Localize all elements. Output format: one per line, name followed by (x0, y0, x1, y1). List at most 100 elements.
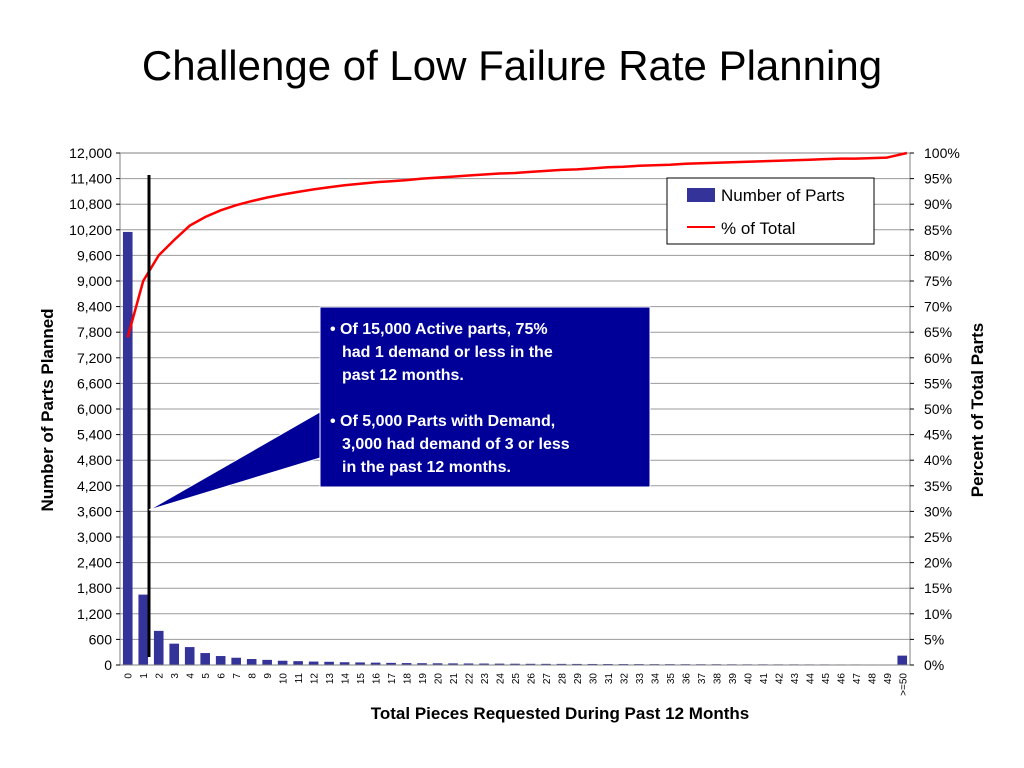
y2-tick-label: 60% (924, 350, 952, 366)
x-tick-label: 22 (465, 673, 476, 685)
callout-text: • Of 15,000 Active parts, 75% had 1 deman… (330, 321, 570, 476)
bar-23 (479, 663, 489, 665)
x-tick-label: 38 (712, 673, 723, 685)
callout-line: in the past 12 months. (342, 459, 511, 476)
callout-line: past 12 months. (342, 367, 464, 384)
y2-tick-label: 95% (924, 171, 952, 187)
y2-tick-label: 65% (924, 324, 952, 340)
bar-22 (463, 663, 474, 665)
x-tick-label: 32 (619, 673, 630, 685)
bar-9 (262, 659, 272, 665)
x-tick-label: 13 (325, 673, 336, 685)
y2-tick-label: 80% (924, 247, 952, 263)
callout-line: • Of 5,000 Parts with Demand, (330, 413, 555, 430)
y-tick-label: 6,600 (77, 375, 112, 391)
y-tick-label: 600 (89, 631, 113, 647)
y-tick-label: 4,200 (77, 478, 112, 494)
y2-tick-label: 55% (924, 375, 952, 391)
legend-bar-label: Number of Parts (721, 186, 845, 205)
x-tick-label: 29 (573, 673, 584, 685)
x-tick-label: 8 (248, 673, 259, 679)
x-tick-label: 49 (883, 673, 894, 685)
bar-10 (277, 660, 288, 665)
x-tick-label: 15 (356, 673, 367, 685)
bar-14 (339, 662, 350, 665)
y2-tick-label: 75% (924, 273, 952, 289)
x-tick-label: 2 (155, 673, 166, 679)
bar-17 (386, 662, 396, 665)
x-tick-label: 12 (310, 673, 321, 685)
y-tick-label: 11,400 (70, 171, 112, 187)
x-tick-label: 27 (542, 673, 553, 685)
x-tick-label: 48 (867, 673, 878, 685)
y-tick-label: 0 (104, 657, 112, 673)
bar-0 (122, 231, 133, 665)
y-tick-label: 7,800 (77, 324, 112, 340)
bar-30 (587, 663, 598, 665)
y-tick-label: 9,000 (77, 273, 112, 289)
bar-7 (231, 657, 241, 665)
bar-28 (556, 663, 567, 665)
y-tick-label: 2,400 (77, 555, 112, 571)
x-tick-label: 28 (557, 673, 568, 685)
bar-15 (355, 662, 365, 665)
x-tick-label: 16 (372, 673, 383, 685)
bar-18 (401, 663, 412, 665)
x-axis-title: Total Pieces Requested During Past 12 Mo… (371, 704, 750, 723)
y-axis-right-ticks: 0% 5% 10% 15% 20% 25% 30% 35% 40% 45% 50% 55% 60% 65%… (910, 145, 960, 673)
x-tick-label: 1 (139, 673, 150, 679)
y-tick-label: 6,000 (77, 401, 112, 417)
y-tick-label: 5,400 (77, 427, 112, 443)
x-tick-label: 10 (279, 673, 290, 685)
x-tick-label: 30 (588, 673, 599, 685)
y-tick-label: 12,000 (69, 145, 112, 161)
x-tick-label: 5 (201, 673, 212, 679)
x-tick-label: 46 (836, 673, 847, 685)
bar-16 (370, 662, 381, 665)
bar-12 (308, 661, 319, 665)
callout-line: • Of 15,000 Active parts, 75% (330, 321, 548, 338)
y-axis-left-ticks: 0 600 1,200 1,800 2,400 3,000 3,600 4,200 4,800 5… (69, 145, 120, 673)
callout-pointer (148, 411, 321, 511)
x-tick-label: 35 (666, 673, 677, 685)
x-tick-label: 45 (821, 673, 832, 685)
x-tick-label: 11 (294, 673, 305, 684)
x-tick-label: 40 (743, 673, 754, 685)
bar-25 (510, 663, 520, 665)
y-tick-label: 4,800 (77, 452, 112, 468)
y2-tick-label: 0% (924, 657, 944, 673)
bar-8 (246, 659, 257, 665)
y2-tick-label: 25% (924, 529, 952, 545)
x-tick-label: 3 (170, 673, 181, 679)
bar->=50 (897, 655, 908, 665)
x-tick-label: 39 (728, 673, 739, 685)
bar-13 (324, 661, 334, 665)
y2-axis-title: Percent of Total Parts (968, 323, 987, 497)
legend-bar-swatch (687, 188, 715, 202)
bar-6 (215, 656, 226, 665)
y2-tick-label: 50% (924, 401, 952, 417)
callout: • Of 15,000 Active parts, 75% had 1 deman… (148, 306, 651, 511)
bar-21 (448, 663, 458, 665)
legend: Number of Parts % of Total (666, 177, 875, 245)
y2-tick-label: 30% (924, 503, 952, 519)
x-tick-label: 7 (232, 673, 243, 679)
x-tick-label: 9 (263, 673, 274, 679)
bar-27 (541, 663, 551, 665)
bar-11 (293, 661, 303, 665)
y2-tick-label: 20% (924, 555, 952, 571)
x-tick-label: 43 (790, 673, 801, 685)
y-tick-label: 7,200 (77, 350, 112, 366)
callout-line: had 1 demand or less in the (342, 344, 553, 361)
bar-3 (169, 643, 180, 665)
legend-line-label: % of Total (721, 219, 795, 238)
y2-tick-label: 85% (924, 222, 952, 238)
percent-line (126, 151, 908, 338)
x-tick-label: 17 (387, 673, 398, 685)
x-tick-label: 21 (449, 673, 460, 685)
x-tick-label: 34 (650, 673, 661, 685)
x-tick-label: 42 (774, 673, 785, 685)
callout-line: 3,000 had demand of 3 or less (342, 436, 570, 453)
y-tick-label: 1,200 (77, 606, 112, 622)
